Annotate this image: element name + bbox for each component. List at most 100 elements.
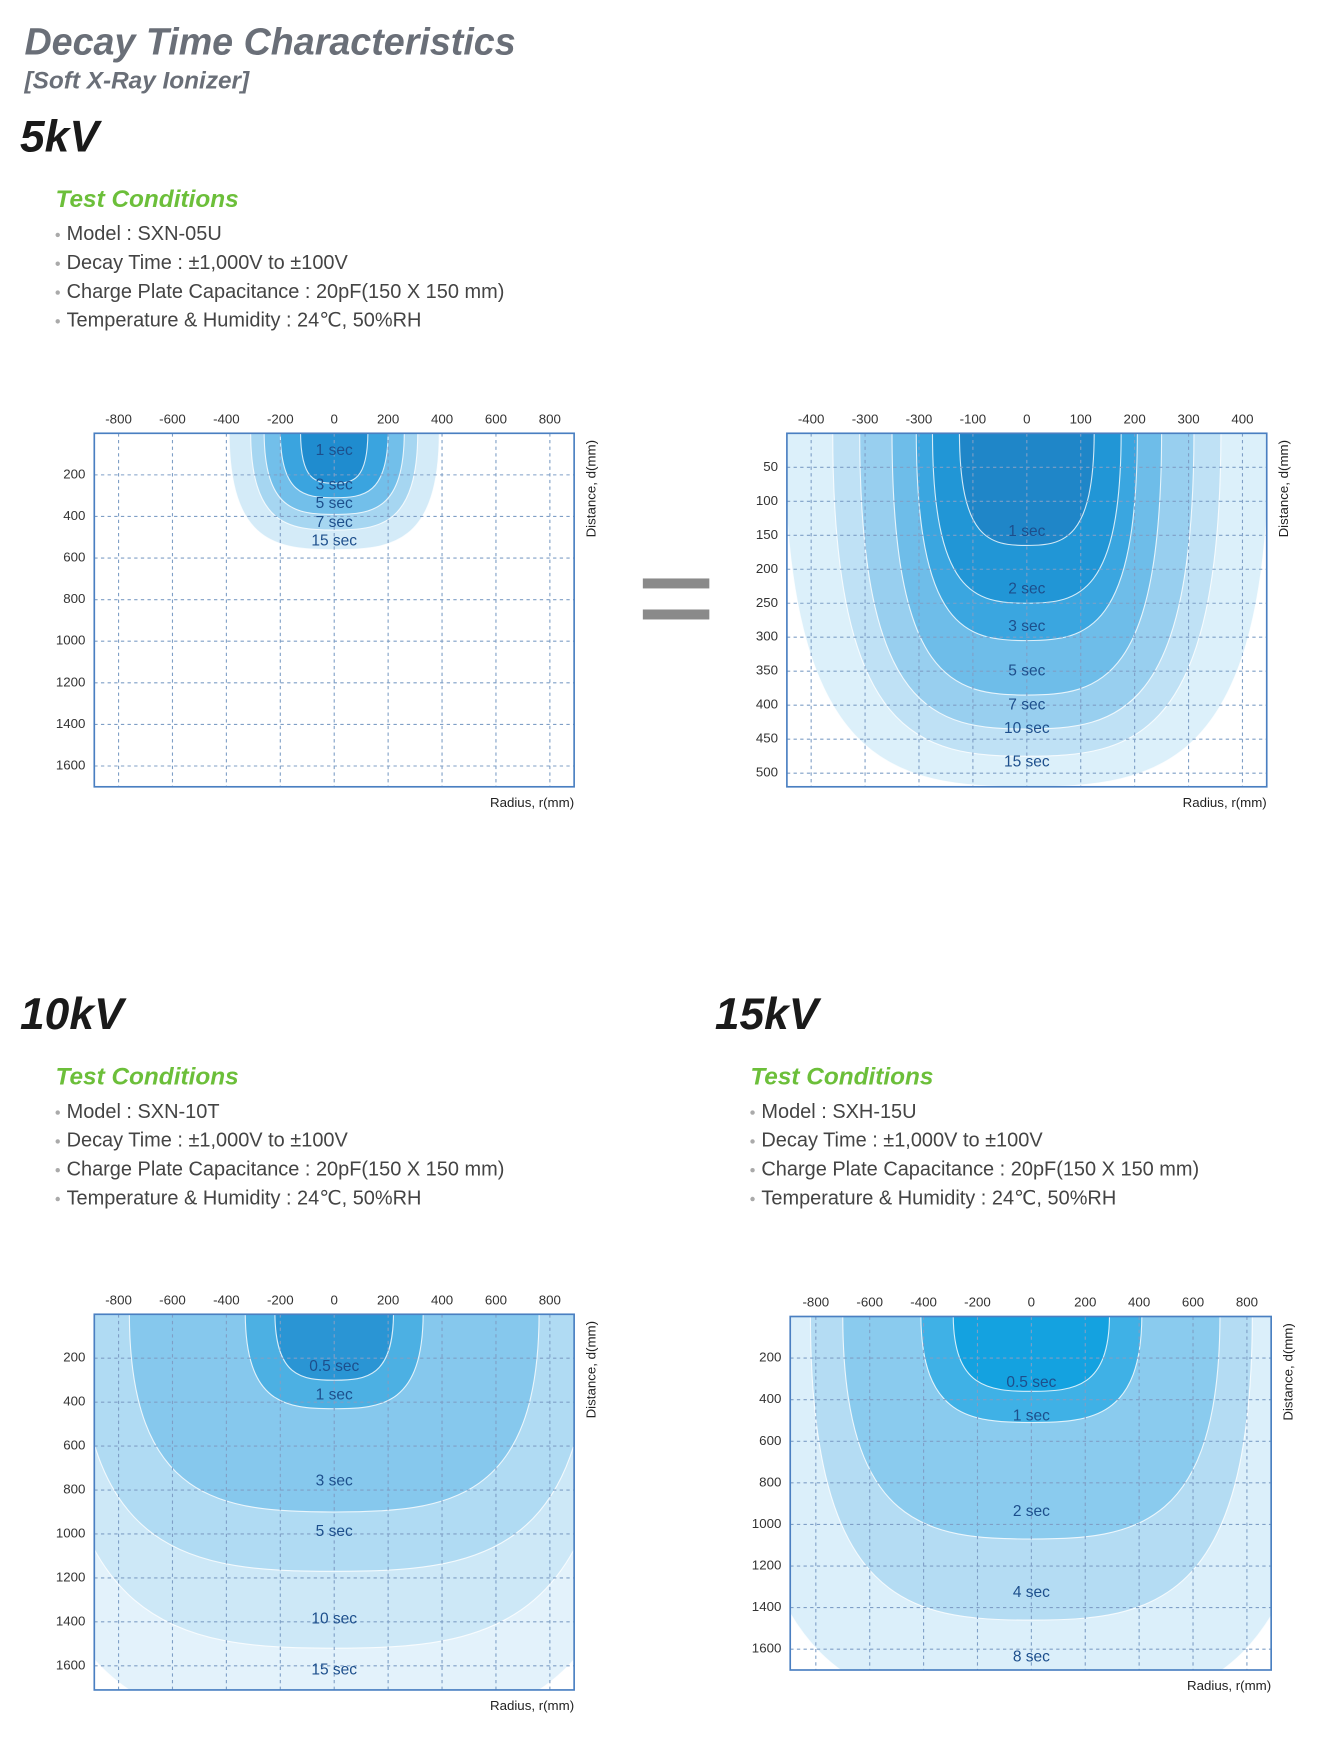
y-tick-label: 50 [763,459,778,474]
x-axis-label: Radius, r(mm) [1183,795,1267,810]
x-tick-label: 300 [1177,412,1199,427]
contour-label: 15 sec [311,533,357,550]
section-voltage: 5kV [20,112,102,161]
y-tick-label: 600 [759,1433,781,1448]
y-tick-label: 1400 [56,716,86,731]
condition-item: Model : SXH-15U [761,1101,916,1123]
condition-item: Model : SXN-05U [67,223,222,245]
contour-label: 7 sec [1008,696,1045,713]
contour-label: 0.5 sec [1006,1374,1056,1391]
section-voltage: 10kV [20,990,127,1039]
contour-label: 15 sec [311,1661,357,1678]
x-tick-label: 200 [1074,1295,1096,1310]
conditions-title: Test Conditions [56,1064,239,1091]
contour-label: 7 sec [316,514,353,531]
bullet [750,1139,755,1144]
x-tick-label: -200 [964,1295,991,1310]
y-tick-label: 200 [759,1350,781,1365]
x-tick-label: 0 [331,412,338,427]
contour-label: 1 sec [1008,523,1045,540]
bullet [55,290,60,295]
contour-label: 3 sec [1008,618,1045,635]
bullet [55,232,60,238]
bullet [55,1110,60,1115]
x-tick-label: 600 [485,1292,507,1307]
y-tick-label: 1600 [752,1641,782,1656]
y-axis-label: Distance, d(mm) [1280,1323,1295,1420]
bullet [55,261,60,266]
contour-label: 5 sec [1008,662,1045,679]
x-tick-label: 200 [377,412,399,427]
y-tick-label: 1600 [56,758,86,773]
bullet [55,1139,60,1144]
contour-label: 1 sec [316,1387,353,1404]
y-tick-label: 800 [63,591,85,606]
page-subtitle: [Soft X-Ray Ionizer] [23,67,250,94]
x-tick-label: -200 [267,1292,294,1307]
x-tick-label: -400 [910,1295,937,1310]
bullet [55,1196,60,1202]
x-tick-label: 200 [1124,412,1146,427]
y-tick-label: 400 [756,697,778,712]
x-tick-label: 400 [1231,412,1253,427]
y-tick-label: 150 [756,527,778,542]
y-axis-label: Distance, d(mm) [583,1321,598,1418]
y-tick-label: 200 [63,466,85,481]
condition-item: Charge Plate Capacitance : 20pF(150 X 15… [67,281,505,303]
x-tick-label: 100 [1070,412,1092,427]
y-tick-label: 800 [63,1482,85,1497]
condition-item: Decay Time : ±1,000V to ±100V [67,1130,349,1152]
contour-label: 4 sec [1013,1584,1050,1601]
y-tick-label: 400 [63,508,85,523]
y-tick-label: 1200 [752,1558,782,1573]
y-axis-label: Distance, d(mm) [1276,440,1291,537]
condition-item: Decay Time : ±1,000V to ±100V [67,252,349,274]
y-tick-label: 1600 [56,1657,86,1672]
condition-item: Temperature & Humidity : 24℃, 50%RH [761,1187,1116,1209]
contour-label: 0.5 sec [309,1358,359,1375]
condition-item: Temperature & Humidity : 24℃, 50%RH [67,310,422,332]
x-axis-label: Radius, r(mm) [490,795,574,810]
contour [300,433,369,484]
equals-bar [642,609,710,620]
plot-frame [786,432,1268,788]
conditions-title: Test Conditions [750,1064,933,1091]
x-tick-label: 0 [331,1292,338,1307]
y-tick-label: 1000 [56,1525,86,1540]
x-tick-label: -300 [852,412,879,427]
contour-label: 2 sec [1008,581,1045,598]
bullet [750,1196,755,1202]
contour [274,1314,394,1381]
y-tick-label: 600 [63,1438,85,1453]
x-tick-label: 400 [431,412,453,427]
contour-label: 1 sec [316,442,353,459]
contour-label: 5 sec [316,495,353,512]
plot-frame [789,1315,1272,1671]
contour-label: 1 sec [1013,1407,1050,1424]
x-tick-label: -600 [159,1292,186,1307]
x-tick-label: -800 [105,1292,132,1307]
condition-item: Charge Plate Capacitance : 20pF(150 X 15… [67,1158,505,1180]
y-tick-label: 450 [756,731,778,746]
x-tick-label: -200 [267,412,294,427]
y-tick-label: 500 [756,765,778,780]
section-voltage: 15kV [715,990,822,1039]
x-tick-label: 800 [539,412,561,427]
y-tick-label: 1400 [56,1613,86,1628]
x-tick-label: -600 [856,1295,883,1310]
x-tick-label: -400 [798,412,825,427]
contour-label: 10 sec [1004,720,1050,737]
y-tick-label: 100 [756,493,778,508]
bullet [750,1110,755,1115]
condition-item: Charge Plate Capacitance : 20pF(150 X 15… [761,1158,1199,1180]
contour-label: 10 sec [311,1611,357,1628]
x-axis-label: Radius, r(mm) [1187,1678,1271,1693]
x-tick-label: 0 [1023,412,1030,427]
y-tick-label: 1400 [752,1599,782,1614]
y-tick-label: 200 [63,1350,85,1365]
contour-label: 3 sec [316,476,353,493]
condition-item: Temperature & Humidity : 24℃, 50%RH [67,1187,422,1209]
y-tick-label: 200 [756,561,778,576]
x-tick-label: 600 [1182,1295,1204,1310]
